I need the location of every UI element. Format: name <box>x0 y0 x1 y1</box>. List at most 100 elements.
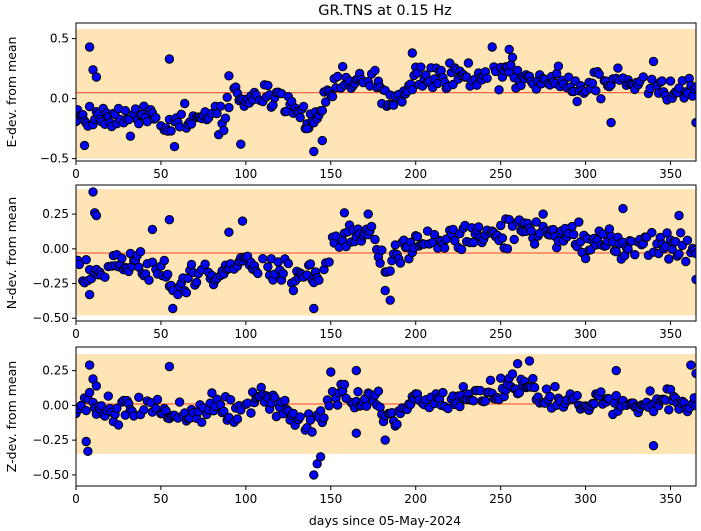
data-point <box>397 97 407 107</box>
panel-e: 0 50 100 150 200 250 300 350 −0.5 0.0 0.5 E-dev. fr… <box>4 22 697 181</box>
data-point <box>225 395 236 405</box>
y-tick-label: 0.5 <box>50 32 69 46</box>
data-point <box>207 388 217 398</box>
data-point <box>682 235 693 246</box>
data-point <box>366 221 377 232</box>
data-point <box>84 42 95 52</box>
data-point <box>224 102 234 113</box>
data-point <box>618 203 628 214</box>
data-point <box>594 69 604 79</box>
data-point <box>370 65 380 76</box>
axes-frame <box>75 184 697 322</box>
data-point <box>580 253 591 264</box>
data-point <box>502 244 513 254</box>
data-point <box>220 113 231 123</box>
x-tick-label: 350 <box>659 492 682 506</box>
data-point <box>84 101 95 112</box>
data-point <box>647 74 657 85</box>
y-tick-label: 0.00 <box>42 398 69 412</box>
data-point <box>321 97 331 107</box>
data-point <box>84 289 95 300</box>
x-tick-label: 200 <box>404 492 427 506</box>
data-point <box>458 382 468 392</box>
data-point <box>587 78 598 88</box>
data-point <box>412 231 423 242</box>
data-point <box>665 76 676 86</box>
data-point <box>295 112 305 123</box>
data-point <box>134 392 144 402</box>
data-point <box>326 367 336 377</box>
data-point <box>91 381 102 391</box>
data-point <box>497 233 508 243</box>
data-point <box>613 63 623 73</box>
data-point <box>686 360 696 370</box>
y-tick-label: −0.5 <box>40 152 69 166</box>
data-point <box>363 209 373 219</box>
plot-area <box>76 187 696 316</box>
data-point <box>246 408 256 418</box>
axes-frame <box>75 22 697 162</box>
data-point <box>164 361 175 372</box>
x-tick-label: 300 <box>574 327 597 341</box>
data-point <box>147 224 158 235</box>
data-point <box>385 266 395 276</box>
x-tick-label: 50 <box>153 492 168 506</box>
data-point <box>572 390 582 401</box>
data-point <box>134 119 144 129</box>
data-point <box>528 373 538 384</box>
data-point <box>315 452 326 462</box>
data-point <box>180 98 190 109</box>
data-point <box>504 44 514 55</box>
data-point <box>485 375 496 385</box>
y-tick-label: −0.25 <box>32 277 69 291</box>
x-tick-label: 350 <box>659 167 682 181</box>
data-point <box>524 356 535 366</box>
y-axis-label: Z-dev. from mean <box>4 361 19 472</box>
data-point <box>645 386 655 396</box>
data-point <box>380 285 390 296</box>
data-point <box>135 247 146 257</box>
data-point <box>361 401 372 411</box>
x-tick-label: 250 <box>489 327 512 341</box>
data-point <box>331 231 341 241</box>
data-point <box>76 259 85 270</box>
data-point <box>113 420 124 430</box>
x-axis-label: days since 05-May-2024 <box>309 513 461 528</box>
data-point <box>163 269 173 279</box>
data-point <box>305 259 316 269</box>
data-point <box>353 387 363 397</box>
panel-z: 0 50 100 150 200 250 300 350 −0.50 −0.25 0.00 0.25 Z… <box>4 346 697 506</box>
data-point <box>327 91 338 102</box>
data-point <box>512 359 523 369</box>
axes-frame <box>75 346 697 487</box>
data-point <box>596 387 606 397</box>
data-point <box>103 391 114 401</box>
data-point <box>674 210 684 221</box>
data-point <box>611 365 621 376</box>
data-point <box>166 126 176 136</box>
data-point <box>375 258 385 268</box>
x-tick-label: 250 <box>489 167 512 181</box>
data-point <box>88 187 98 197</box>
data-point <box>309 146 319 157</box>
data-point <box>494 85 504 95</box>
data-point <box>611 390 621 401</box>
data-point <box>545 391 555 402</box>
x-tick-label: 0 <box>72 167 80 181</box>
y-axis-label: N-dev. from mean <box>4 197 19 309</box>
data-point <box>648 441 659 451</box>
data-point <box>100 272 110 282</box>
data-point <box>439 243 450 253</box>
data-point <box>514 388 524 398</box>
data-point <box>448 224 458 235</box>
x-tick-label: 350 <box>659 327 682 341</box>
data-point <box>589 399 599 409</box>
data-point <box>222 92 232 103</box>
data-point <box>529 382 540 393</box>
data-point <box>236 139 246 149</box>
data-point <box>648 406 659 417</box>
data-point <box>200 259 210 269</box>
data-point <box>258 254 268 264</box>
data-point <box>674 249 684 259</box>
